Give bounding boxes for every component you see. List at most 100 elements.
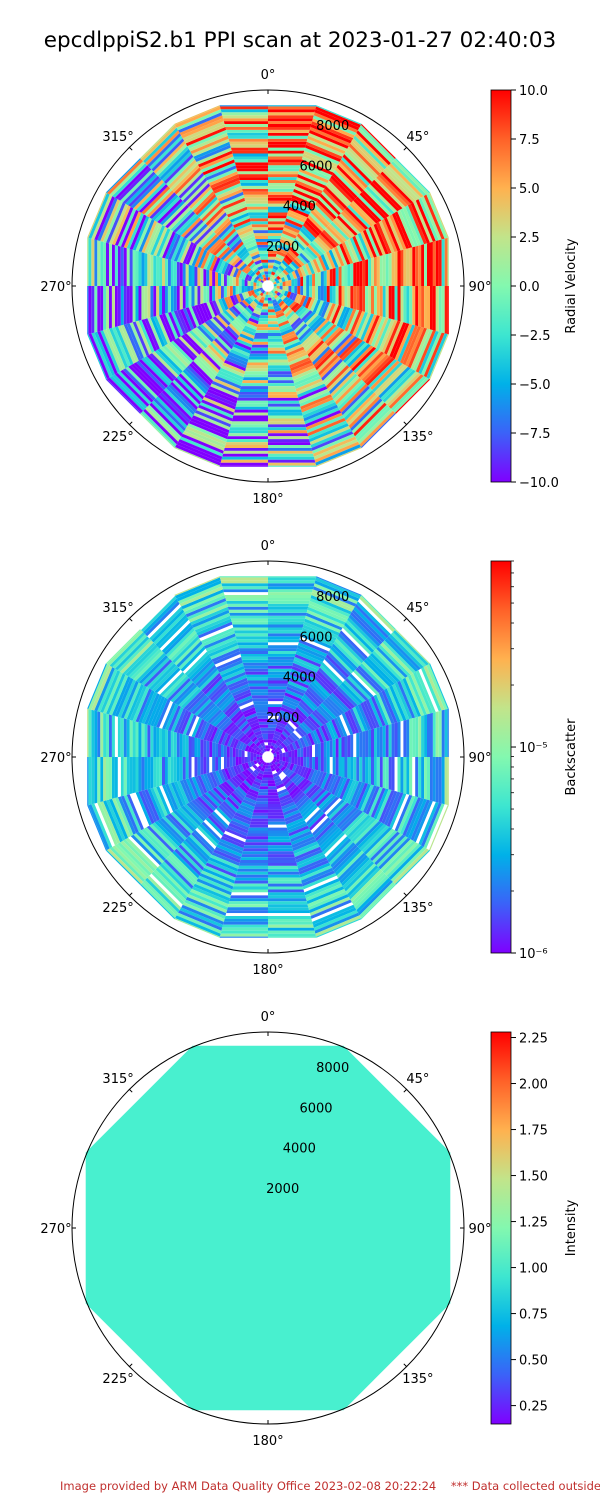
range-gate-cell [339,630,368,660]
range-gate-cell [238,645,268,649]
range-gate-cell [236,786,247,797]
theta-tick-label: 135° [402,1372,433,1387]
theta-tick-mark [403,1089,407,1093]
range-gate-cell [227,606,268,610]
range-gate-cell [289,743,295,751]
range-gate-cell [350,734,354,757]
range-gate-cell [157,348,183,374]
range-gate-cell [194,327,212,345]
range-gate-cell [307,297,315,311]
colorbar-label: Radial Velocity [564,238,579,334]
range-gate-cell [306,138,345,157]
range-gate-cell [268,592,313,595]
range-gate-cell [342,154,373,184]
range-gate-cell [290,732,300,741]
range-gate-cell [277,247,288,255]
theta-tick-label: 0° [261,1010,276,1025]
range-gate-cell [194,266,198,286]
range-gate-cell [157,394,189,426]
range-gate-cell [268,733,275,737]
range-gate-cell [347,734,351,757]
range-gate-cell [282,281,286,286]
range-gate-cell [170,811,194,834]
range-gate-cell [347,343,371,368]
range-gate-cell [268,618,306,622]
range-gate-cell [309,787,324,801]
range-gate-cell [320,271,324,286]
range-gate-cell [253,753,257,757]
range-gate-cell [218,260,226,274]
range-gate-cell [424,714,427,757]
range-gate-cell [287,784,298,794]
r-tick-label: 6000 [299,159,332,174]
range-gate-cell [292,662,317,676]
range-gate-cell [141,691,158,724]
range-gate-cell [297,757,301,766]
range-gate-cell [268,341,284,345]
range-gate-cell [260,309,268,313]
range-gate-cell [170,235,184,261]
range-gate-cell [395,629,431,664]
range-gate-cell [290,788,302,800]
range-gate-cell [277,769,283,776]
range-gate-cell [275,256,284,263]
range-gate-cell [326,303,336,321]
range-gate-cell [219,367,244,381]
range-gate-cell [268,427,307,431]
range-gate-cell [311,592,354,612]
range-gate-cell [234,633,268,637]
range-gate-cell [268,583,315,587]
range-gate-cell [251,815,268,819]
range-gate-cell [238,270,245,279]
range-gate-cell [329,840,354,866]
range-gate-cell [200,267,204,286]
range-gate-cell [228,725,239,736]
range-gate-cell [292,319,304,331]
range-gate-cell [268,865,298,869]
range-gate-cell [170,782,184,808]
range-gate-cell [307,314,321,328]
range-gate-cell [204,394,236,410]
range-gate-cell [221,297,229,311]
range-gate-cell [252,273,258,279]
range-gate-cell [223,297,232,309]
range-gate-cell [157,669,183,695]
range-gate-cell [268,589,313,593]
range-gate-cell [378,220,395,253]
range-gate-cell [348,867,381,900]
range-gate-cell [106,630,144,666]
range-gate-cell [268,901,308,905]
range-gate-cell [315,728,324,743]
range-gate-cell [318,255,327,271]
range-gate-cell [247,830,268,834]
range-gate-cell [149,663,177,690]
range-gate-cell [184,899,226,919]
range-gate-cell [351,347,377,372]
range-gate-cell [304,335,320,352]
range-gate-cell [230,615,268,619]
range-gate-cell [363,785,377,814]
range-gate-cell [316,447,362,467]
range-gate-cell [268,742,272,746]
range-gate-cell [287,209,308,221]
range-gate-cell [412,757,416,797]
range-gate-cell [298,642,328,657]
range-gate-cell [111,205,131,245]
range-gate-cell [179,711,192,735]
range-gate-cell [268,174,298,178]
range-gate-cell [268,215,287,219]
range-gate-cell [222,329,236,344]
range-gate-cell [311,318,326,332]
range-gate-cell [91,194,113,240]
range-gate-cell [307,811,325,829]
range-gate-cell [91,803,113,849]
range-gate-cell [344,308,357,332]
range-gate-cell [176,286,180,311]
range-gate-cell [103,286,106,331]
range-gate-cell [293,370,319,384]
range-gate-cell [329,177,354,203]
range-gate-cell [87,757,89,806]
range-gate-cell [225,598,268,601]
range-gate-cell [243,796,257,804]
range-gate-cell [213,651,241,665]
